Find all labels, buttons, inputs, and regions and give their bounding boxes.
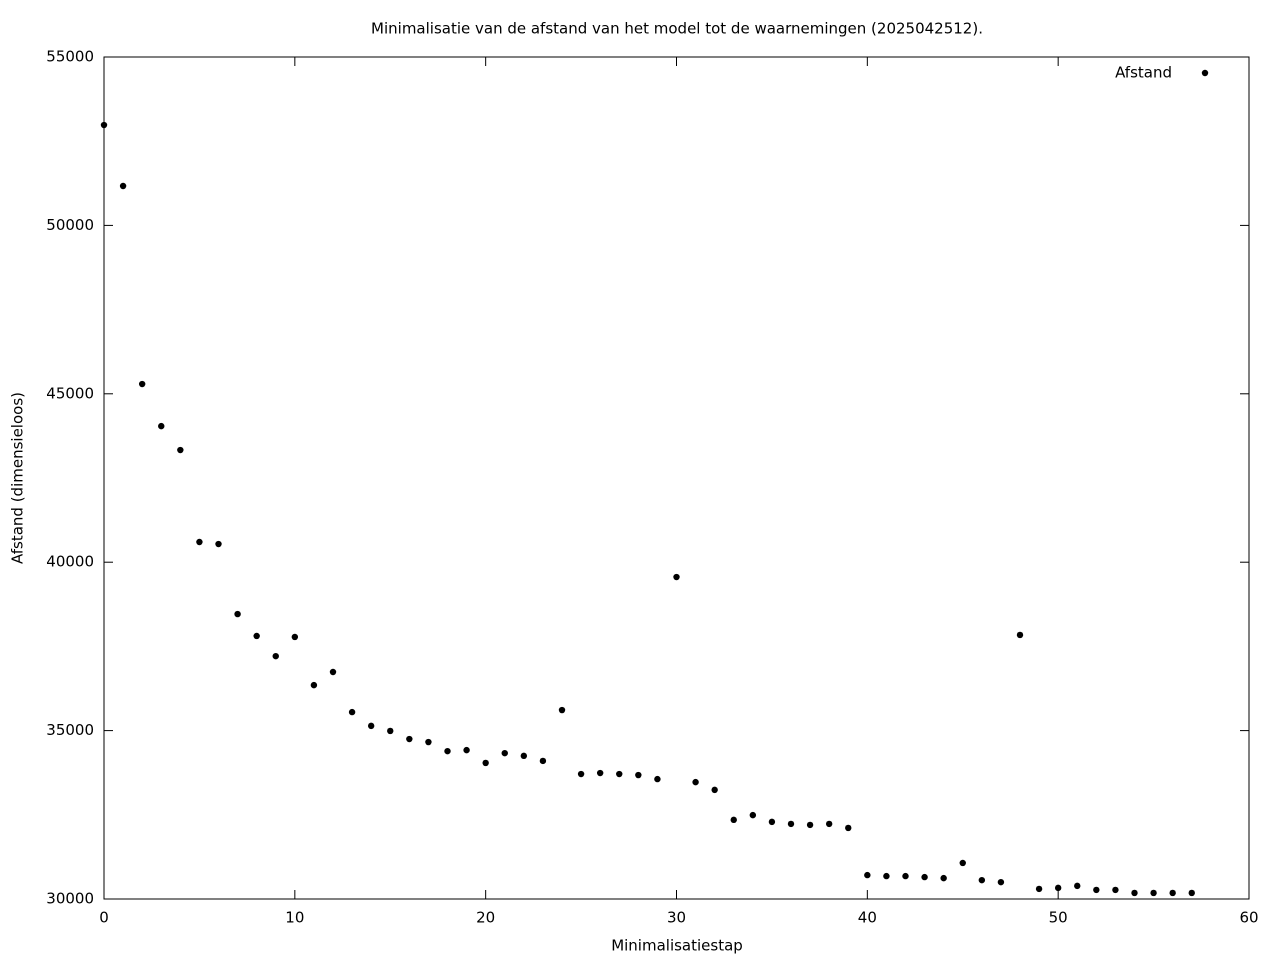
point xyxy=(177,446,184,454)
point xyxy=(367,722,375,730)
point xyxy=(883,872,890,880)
legend-label: Afstand xyxy=(1115,64,1172,82)
point xyxy=(310,681,318,689)
point xyxy=(825,820,833,828)
point xyxy=(749,811,757,819)
point xyxy=(329,668,337,676)
y-axis-label: Afstand (dimensieloos) xyxy=(9,392,27,564)
point xyxy=(616,770,623,778)
point xyxy=(940,874,947,882)
point xyxy=(100,121,108,129)
point xyxy=(558,706,566,714)
point xyxy=(1016,631,1024,639)
point xyxy=(463,746,470,754)
point xyxy=(1054,884,1062,892)
point xyxy=(1112,886,1119,894)
point xyxy=(387,727,394,735)
x-axis-label: Minimalisatiestap xyxy=(611,937,743,955)
point xyxy=(787,820,795,828)
point xyxy=(348,708,356,716)
point xyxy=(482,759,489,767)
point xyxy=(119,182,127,190)
x-tick-label: 30 xyxy=(667,909,686,927)
y-tick-label: 40000 xyxy=(46,553,94,571)
point xyxy=(864,871,871,879)
x-tick-label: 20 xyxy=(476,909,495,927)
point xyxy=(921,873,928,881)
x-tick-label: 50 xyxy=(1049,909,1068,927)
point xyxy=(1074,882,1081,890)
y-tick-label: 45000 xyxy=(46,384,94,402)
point xyxy=(997,878,1005,886)
point xyxy=(1150,889,1157,897)
point xyxy=(959,859,966,867)
point xyxy=(1093,886,1100,894)
chart-title: Minimalisatie van de afstand van het mod… xyxy=(371,20,983,38)
point xyxy=(692,778,699,786)
point xyxy=(596,769,604,777)
point xyxy=(730,816,737,824)
point xyxy=(673,573,680,581)
point xyxy=(806,821,814,829)
x-tick-label: 10 xyxy=(285,909,304,927)
point xyxy=(654,775,661,783)
point xyxy=(253,632,260,640)
point xyxy=(196,538,203,546)
point xyxy=(291,633,299,641)
legend-marker xyxy=(1201,69,1209,77)
y-tick-label: 55000 xyxy=(46,48,94,66)
x-tick-label: 60 xyxy=(1239,909,1258,927)
point xyxy=(425,738,432,746)
point xyxy=(406,735,413,743)
point xyxy=(711,786,718,794)
point xyxy=(1169,889,1176,897)
point xyxy=(501,749,508,757)
point xyxy=(272,652,279,660)
point xyxy=(215,540,222,548)
x-tick-label: 40 xyxy=(858,909,877,927)
point xyxy=(444,747,451,755)
point xyxy=(768,818,776,826)
point xyxy=(1131,889,1138,897)
y-tick-label: 50000 xyxy=(46,216,94,234)
point xyxy=(978,876,986,884)
point xyxy=(539,757,547,765)
point xyxy=(234,610,241,618)
point xyxy=(1035,885,1043,893)
y-tick-label: 30000 xyxy=(46,890,94,908)
point xyxy=(845,824,852,832)
point xyxy=(1188,889,1195,897)
plot-frame xyxy=(103,56,1250,900)
point xyxy=(635,771,642,779)
point xyxy=(138,380,146,388)
point xyxy=(520,752,528,760)
point xyxy=(902,872,909,880)
x-tick-label: 0 xyxy=(99,909,109,927)
point xyxy=(158,422,165,430)
point xyxy=(577,770,585,778)
y-tick-label: 35000 xyxy=(46,721,94,739)
